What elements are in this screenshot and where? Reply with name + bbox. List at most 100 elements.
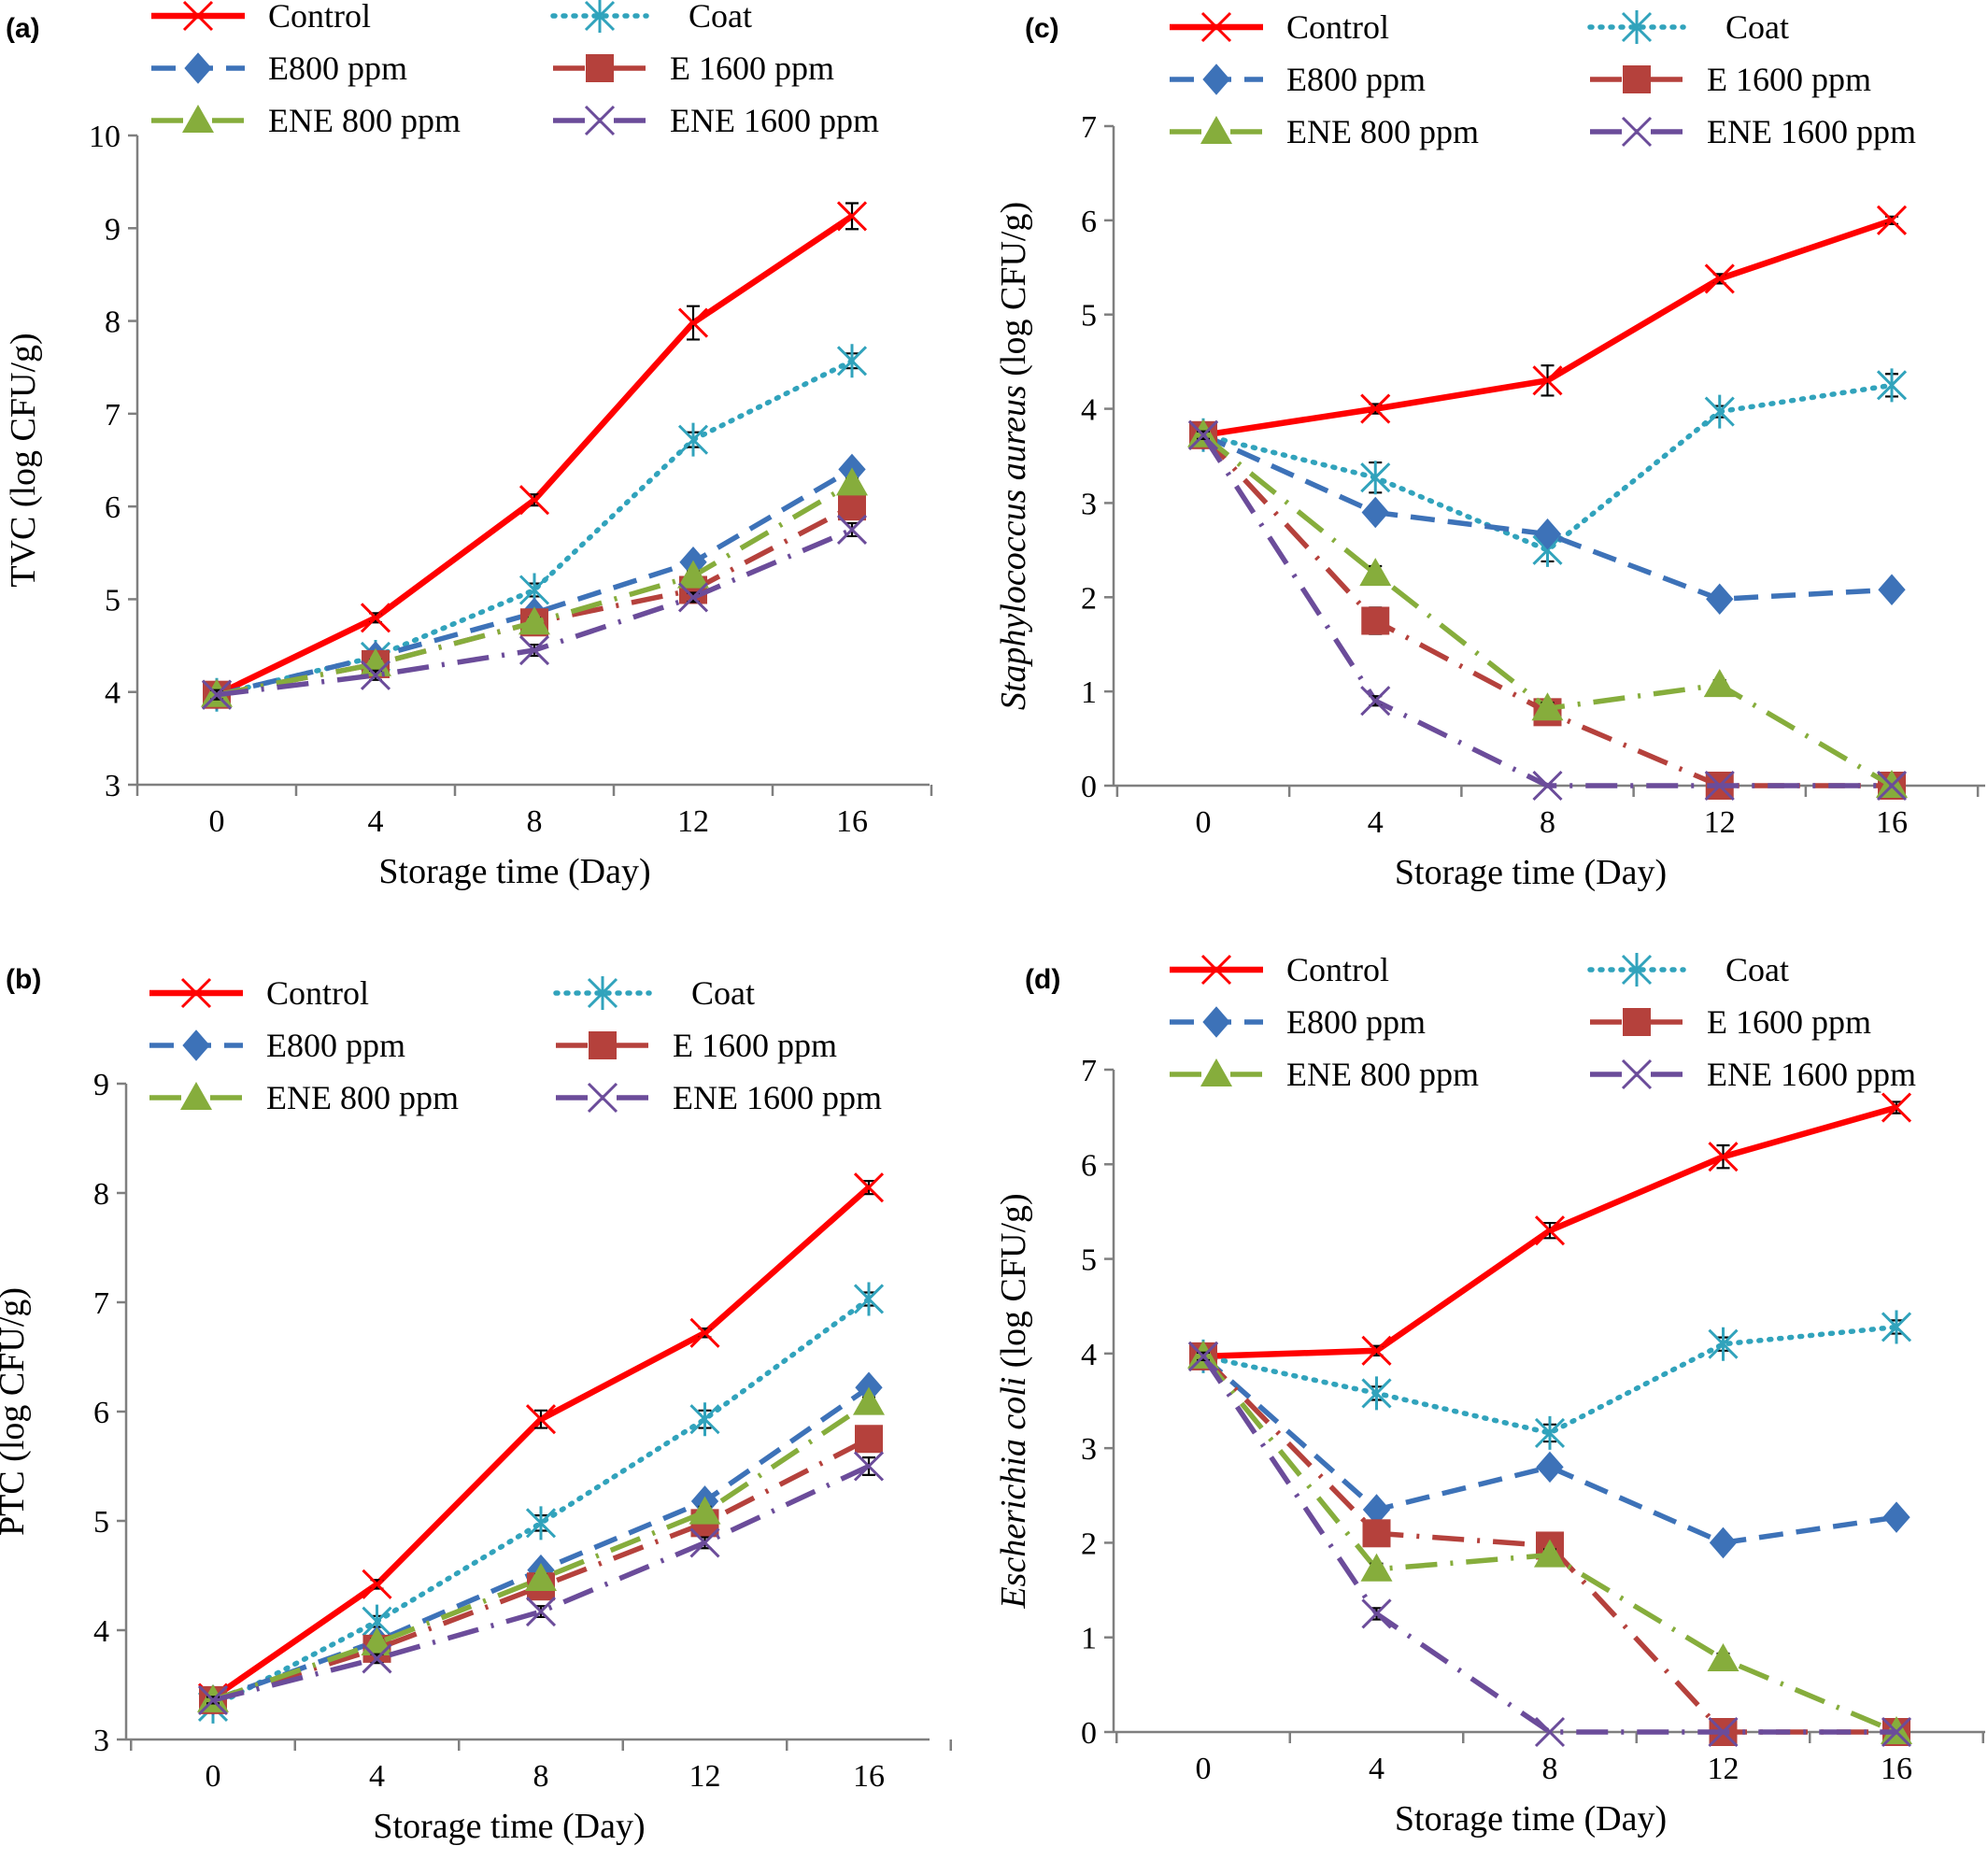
- y-tick-label: 5: [1081, 299, 1097, 334]
- data-point: [518, 634, 550, 666]
- series-line: [212, 1464, 871, 1703]
- series-line: [210, 1296, 872, 1710]
- data-point: [855, 1425, 883, 1454]
- legend-item: Control: [151, 0, 371, 35]
- legend-label: E 1600 ppm: [673, 1027, 837, 1064]
- legend-swatch-marker: [584, 105, 616, 136]
- legend-item: Coat: [1587, 951, 1789, 988]
- legend: Control Coat E800 ppm E 1600 ppm ENE 800 ppm…: [1170, 951, 1916, 1093]
- legend-item: E 1600 ppm: [556, 1027, 837, 1064]
- series-line: [1201, 433, 1893, 603]
- legend-label: Coat: [691, 974, 755, 1012]
- data-point: [836, 201, 868, 232]
- series-line: [1201, 1354, 1897, 1546]
- y-tick-label: 1: [1081, 1622, 1097, 1656]
- x-tick-label: 4: [1369, 1752, 1384, 1786]
- data-point: [362, 1569, 392, 1599]
- y-tick-label: 6: [1081, 1148, 1097, 1183]
- data-point: [1876, 205, 1908, 235]
- y-tick-label: 7: [93, 1286, 109, 1321]
- legend-swatch-marker: [182, 1029, 210, 1061]
- x-tick-label: 12: [689, 1759, 721, 1794]
- y-tick-label: 2: [1081, 1526, 1097, 1561]
- y-tick-label: 6: [1081, 205, 1097, 239]
- x-axis-title: Storage time (Day): [378, 852, 650, 891]
- y-axis-title: Escherichia coli (log CFU/g): [994, 1193, 1033, 1609]
- data-point: [362, 1643, 392, 1674]
- legend-item: Control: [149, 974, 369, 1012]
- y-tick-label: 5: [93, 1505, 109, 1540]
- y-axis-title-text: (log CFU/g): [994, 202, 1033, 385]
- y-tick-label: 7: [105, 398, 121, 433]
- series-4: [197, 1386, 885, 1712]
- y-tick-label: 9: [105, 212, 121, 247]
- legend-swatch-marker: [586, 54, 614, 82]
- data-point: [689, 1496, 721, 1525]
- legend-item: E800 ppm: [151, 50, 407, 87]
- legend-item: ENE 1600 ppm: [553, 102, 879, 139]
- y-tick-label: 7: [1081, 110, 1097, 145]
- data-point: [853, 1386, 885, 1415]
- legend-label: Control: [268, 0, 371, 35]
- series-0: [1187, 205, 1908, 450]
- legend-swatch-marker: [1621, 10, 1653, 44]
- legend-swatch-marker: [1623, 65, 1651, 93]
- y-tick-label: 2: [1081, 581, 1097, 616]
- data-point: [518, 485, 550, 516]
- data-point: [1532, 770, 1563, 802]
- panel-label: (a): [6, 13, 40, 44]
- data-point: [1882, 1501, 1910, 1533]
- legend-swatch-marker: [1202, 64, 1230, 95]
- data-point: [1360, 686, 1391, 717]
- legend-item: ENE 800 ppm: [1170, 1056, 1479, 1093]
- legend-swatch-marker: [587, 976, 618, 1010]
- legend-item: Control: [1170, 8, 1389, 46]
- y-tick-label: 3: [105, 769, 121, 803]
- legend-label: Coat: [689, 0, 752, 35]
- x-tick-label: 12: [677, 804, 709, 839]
- x-tick-label: 4: [1368, 805, 1384, 840]
- y-tick-label: 0: [1081, 1716, 1097, 1751]
- y-tick-label: 9: [93, 1068, 109, 1102]
- legend-swatch-marker: [1621, 1058, 1653, 1090]
- series-0: [197, 1172, 885, 1713]
- series-5: [201, 514, 868, 710]
- panel-a: (a) 3 4 5 6 7 8 9 10 0 4 8 12 16 Storage time (Day) TVC…: [4, 0, 933, 891]
- data-point: [1708, 1716, 1739, 1748]
- panel-label: (b): [6, 964, 41, 995]
- y-axis-title: TVC (log CFU/g): [4, 333, 43, 587]
- legend-item: E 1600 ppm: [1590, 61, 1871, 98]
- data-point: [1534, 1716, 1566, 1748]
- x-tick-label: 16: [853, 1759, 885, 1794]
- data-point: [1360, 461, 1391, 495]
- legend-label: E 1600 ppm: [670, 50, 834, 87]
- legend-item: Coat: [1587, 8, 1789, 46]
- data-point: [677, 307, 709, 338]
- legend-swatch-marker: [180, 1082, 212, 1110]
- series-line: [1200, 433, 1892, 788]
- data-point: [1707, 1643, 1740, 1672]
- y-axis-title-text: PTC (log CFU/g): [0, 1287, 32, 1536]
- y-axis-title-text: (log CFU/g): [994, 1193, 1033, 1376]
- data-point: [1361, 1335, 1392, 1366]
- x-tick-label: 0: [1196, 1752, 1212, 1786]
- legend-label: Control: [266, 974, 369, 1012]
- data-point: [1534, 1415, 1566, 1450]
- data-point: [836, 514, 868, 546]
- y-tick-label: 3: [1081, 1432, 1097, 1467]
- x-tick-label: 8: [527, 804, 543, 839]
- legend-swatch-marker: [1623, 1008, 1651, 1036]
- legend-swatch-marker: [1200, 116, 1232, 144]
- legend-swatch-marker: [1621, 116, 1653, 148]
- x-tick-label: 4: [368, 804, 384, 839]
- legend-item: ENE 1600 ppm: [1590, 113, 1916, 150]
- legend-label: E 1600 ppm: [1707, 1003, 1871, 1041]
- series-5: [197, 1451, 885, 1715]
- data-point: [1881, 1310, 1912, 1344]
- series-4: [1187, 419, 1908, 798]
- legend-item: E800 ppm: [149, 1027, 405, 1064]
- x-tick-label: 16: [1881, 1752, 1912, 1786]
